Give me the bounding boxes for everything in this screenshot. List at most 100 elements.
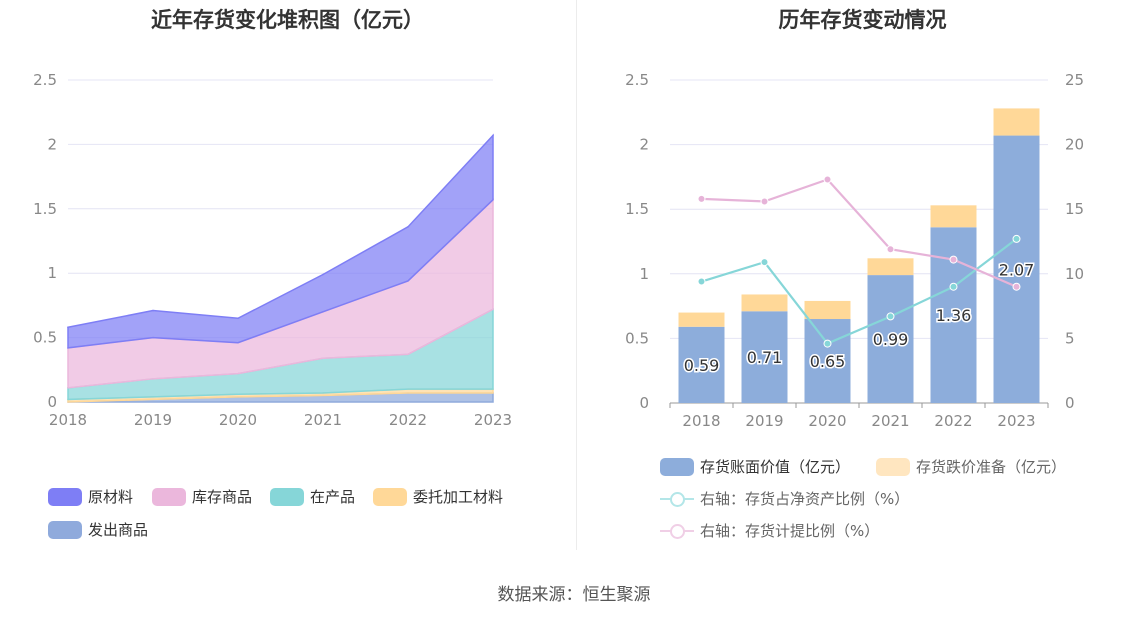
legend-label: 委托加工材料 — [413, 488, 504, 506]
bar-book-value — [804, 319, 851, 403]
y-tick-label: 2 — [639, 136, 649, 154]
data-point — [237, 317, 239, 320]
legend-label: 存货跌价准备（亿元） — [916, 458, 1067, 476]
legend-swatch-inventory-net-asset-ratio — [660, 490, 694, 508]
x-tick-label: 2018 — [49, 411, 87, 429]
legend-swatch-finished-goods — [152, 487, 186, 506]
bar-impairment — [678, 312, 725, 327]
legend-swatch-raw-materials — [48, 487, 82, 506]
legend-swatch-work-in-progress — [270, 487, 304, 506]
legend-label: 在产品 — [310, 488, 356, 506]
legend-item-provision-ratio[interactable]: 右轴：存货计提比例（%） — [660, 520, 879, 541]
x-tick-label: 2022 — [934, 412, 972, 430]
legend-item-impairment[interactable]: 存货跌价准备（亿元） — [876, 456, 1066, 477]
y-tick-label: 1 — [639, 265, 649, 283]
line-point — [1012, 282, 1021, 291]
legend-swatch-book-value — [660, 457, 694, 476]
data-point — [67, 326, 69, 329]
legend-swatch-goods-shipped — [48, 520, 82, 539]
y2-tick-label: 10 — [1065, 265, 1084, 283]
y-tick-label: 0.5 — [625, 329, 649, 347]
y2-tick-label: 5 — [1065, 329, 1075, 347]
x-tick-label: 2020 — [808, 412, 846, 430]
line-point — [760, 258, 769, 267]
legend-label: 库存商品 — [192, 488, 253, 506]
x-tick-label: 2021 — [871, 412, 909, 430]
stacked-area-chart: 0 0.5 1 1.5 2 2.5 2018 2019 2020 2021 2022 2023 — [33, 71, 512, 429]
line-point — [760, 197, 769, 206]
line-series-net-asset-ratio — [701, 238, 1018, 345]
line-point — [823, 175, 832, 184]
bar-impairment — [804, 300, 851, 320]
legend-item-raw-materials[interactable]: 原材料 — [48, 486, 133, 507]
bar-data-label: 2.07 — [999, 260, 1035, 279]
x-tick-label: 2023 — [997, 412, 1035, 430]
bar-data-label: 0.71 — [747, 348, 783, 367]
y-tick-label: 1.5 — [625, 200, 649, 218]
legend-item-goods-shipped[interactable]: 发出商品 — [48, 519, 148, 540]
data-point — [407, 226, 409, 228]
right-legend: 存货账面价值（亿元） 存货跌价准备（亿元） 右轴：存货占净资产比例（%） 右轴：… — [577, 450, 1148, 550]
line-point — [886, 245, 895, 254]
panel-divider — [576, 0, 577, 550]
right-chart-title: 历年存货变动情况 — [778, 8, 947, 32]
x-tick-label: 2022 — [389, 411, 427, 429]
line-point — [949, 282, 958, 291]
right-chart-panel: 历年存货变动情况 0 0 0.5 5 1 10 1.5 15 2 20 2.5 25 2018 2019 2… — [577, 0, 1148, 550]
bar-impairment — [993, 108, 1040, 136]
x-tick-label: 2019 — [745, 412, 783, 430]
x-tick-label: 2019 — [134, 411, 172, 429]
bar-line-combo-chart: 0 0 0.5 5 1 10 1.5 15 2 20 2.5 25 2018 2019 2020 2021 20… — [625, 71, 1084, 430]
x-tick-label: 2018 — [682, 412, 720, 430]
legend-item-book-value[interactable]: 存货账面价值（亿元） — [660, 456, 850, 477]
y2-tick-label: 25 — [1065, 71, 1084, 89]
line-point — [1012, 234, 1021, 243]
bar-book-value — [867, 275, 914, 403]
x-tick-label: 2020 — [219, 411, 257, 429]
legend-item-inventory-net-asset-ratio[interactable]: 右轴：存货占净资产比例（%） — [660, 488, 909, 509]
line-point — [823, 339, 832, 348]
y2-tick-label: 0 — [1065, 394, 1075, 412]
bar-book-value — [993, 135, 1040, 403]
y2-tick-label: 20 — [1065, 136, 1084, 154]
legend-label: 存货账面价值（亿元） — [700, 458, 851, 476]
data-point — [322, 273, 324, 276]
legend-item-consigned-materials[interactable]: 委托加工材料 — [373, 486, 503, 507]
legend-swatch-provision-ratio — [660, 522, 694, 540]
legend-label: 发出商品 — [88, 521, 149, 539]
line-point — [949, 255, 958, 264]
bar-data-label: 1.36 — [936, 306, 972, 325]
data-point — [152, 309, 154, 312]
y-tick-label: 0.5 — [33, 329, 57, 347]
y-tick-label: 0 — [47, 393, 57, 411]
line-point — [886, 312, 895, 321]
legend-swatch-consigned-materials — [373, 487, 407, 506]
line-point — [697, 194, 706, 203]
legend-item-work-in-progress[interactable]: 在产品 — [270, 486, 355, 507]
y-tick-label: 2.5 — [33, 71, 57, 89]
left-chart-title: 近年存货变化堆积图（亿元） — [151, 8, 424, 32]
y2-tick-label: 15 — [1065, 200, 1084, 218]
bar-impairment — [867, 258, 914, 276]
data-point — [492, 134, 494, 137]
bar-impairment — [930, 205, 977, 228]
x-tick-label: 2021 — [304, 411, 342, 429]
bar-data-label: 0.65 — [810, 352, 846, 371]
line-series-provision-ratio — [701, 178, 1017, 288]
y-tick-label: 1.5 — [33, 200, 57, 218]
legend-label: 原材料 — [88, 488, 134, 506]
y-tick-label: 2.5 — [625, 71, 649, 89]
left-chart-panel: 近年存货变化堆积图（亿元） 0 0.5 1 1.5 2 2.5 2018 2019 2020 20… — [0, 0, 575, 550]
bar-book-value — [678, 326, 725, 403]
bar-impairment — [741, 294, 788, 312]
x-tick-label: 2023 — [474, 411, 512, 429]
legend-item-finished-goods[interactable]: 库存商品 — [152, 486, 252, 507]
y-tick-label: 0 — [639, 394, 649, 412]
line-point — [697, 277, 706, 286]
bar-data-label: 0.99 — [873, 330, 909, 349]
bar-book-value — [741, 311, 788, 403]
legend-label: 右轴：存货计提比例（%） — [700, 522, 880, 540]
legend-swatch-impairment — [876, 457, 910, 476]
data-source-note: 数据来源：恒生聚源 — [497, 585, 651, 605]
left-legend: 原材料 库存商品 在产品 委托加工材料 发出商品 — [0, 480, 575, 550]
